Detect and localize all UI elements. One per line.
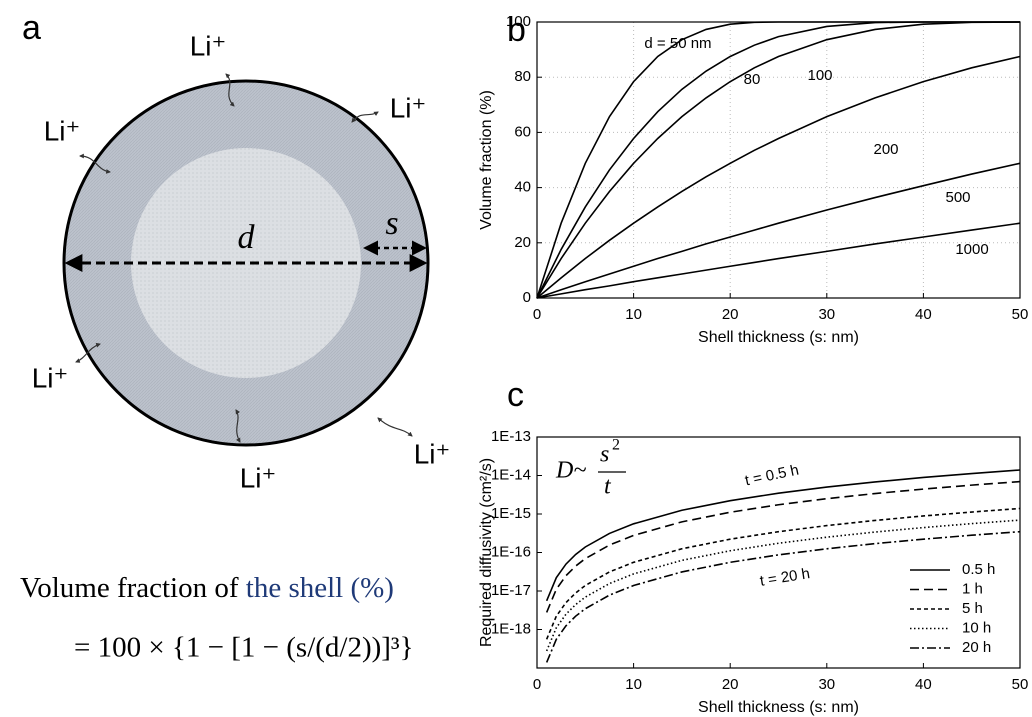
legend-label: 10 h [962, 619, 991, 636]
line-label: 100 [807, 67, 832, 84]
y-tick-label: 1E-18 [491, 620, 531, 637]
ion-label: Li⁺ [44, 115, 81, 146]
chart: c 1E-18 1E-17 1E-16 1E-15 1E-14 1E-13 0 10 20 30 40… [478, 376, 1028, 716]
line-label: d = 50 nm [644, 35, 711, 52]
legend-label: 20 h [962, 639, 991, 656]
panel-a: a d s Volume fraction of the shell (%) =… [20, 9, 430, 664]
data-line [545, 480, 1021, 613]
annotation: t = 20 h [759, 565, 812, 590]
diameter-label: d [238, 219, 256, 256]
legend: 0.5 h 1 h 5 h 10 h 20 h [910, 561, 995, 656]
x-tick-label: 50 [1012, 676, 1029, 693]
data-line [536, 21, 1020, 299]
data-line [536, 162, 1021, 299]
plot-frame [536, 436, 1021, 669]
caption: Volume fraction of the shell (%) [20, 572, 394, 604]
y-axis-label: Required diffusivity (cm²/s) [478, 458, 495, 647]
y-tick-label: 1E-13 [491, 428, 531, 445]
y-tick-label: 1E-15 [491, 505, 531, 522]
ion-arrow [377, 417, 413, 437]
ion-label: Li⁺ [414, 438, 451, 469]
legend-label: 0.5 h [962, 561, 995, 578]
x-tick-label: 30 [818, 676, 835, 693]
annotation: t = 0.5 h [743, 461, 800, 489]
formula: = 100 × {1 − [1 − (s/(d/2))]³} [74, 632, 414, 664]
data-line [536, 21, 1021, 299]
caption-text: Volume fraction of [20, 572, 239, 604]
panel-label: a [22, 9, 41, 47]
x-tick-label: 40 [915, 676, 932, 693]
ion-label: Li⁺ [240, 462, 277, 493]
formula-num: s [600, 442, 609, 468]
line-label: 1000 [955, 241, 988, 258]
data-line [545, 530, 1021, 663]
x-tick-label: 10 [625, 676, 642, 693]
panel-label: c [507, 376, 524, 414]
ion-arrow [75, 342, 101, 363]
ion-arrow [351, 111, 379, 123]
x-tick-label: 30 [818, 306, 835, 323]
formula-den: t [604, 474, 612, 500]
ion-arrow [235, 409, 241, 443]
x-tick-label: 0 [533, 676, 541, 693]
data-line [545, 507, 1021, 640]
data-line [545, 469, 1021, 602]
y-axis-label: Volume fraction (%) [478, 90, 495, 230]
line-label: 200 [873, 141, 898, 158]
y-tick-label: 20 [514, 234, 531, 251]
data-line [536, 222, 1021, 299]
line-label: 500 [945, 189, 970, 206]
y-tick-label: 80 [514, 68, 531, 85]
legend-label: 1 h [962, 580, 983, 597]
y-tick-label: 40 [514, 179, 531, 196]
caption-highlight: the shell (%) [246, 572, 394, 604]
shell-label: s [385, 205, 398, 242]
legend-label: 5 h [962, 600, 983, 617]
ion-label: Li⁺ [390, 92, 427, 123]
x-tick-label: 40 [915, 306, 932, 323]
panel-label: b [507, 11, 526, 49]
x-axis-label: Shell thickness (s: nm) [698, 329, 859, 346]
plot-frame [536, 21, 1021, 299]
ion-label: Li⁺ [190, 30, 227, 61]
data-line [536, 55, 1021, 299]
x-tick-label: 50 [1012, 306, 1029, 323]
formula-lhs: D~ [555, 458, 586, 484]
y-tick-label: 1E-14 [491, 466, 531, 483]
formula-exp: 2 [612, 437, 620, 454]
y-tick-label: 1E-16 [491, 543, 531, 560]
x-tick-label: 0 [533, 306, 541, 323]
ion-label: Li⁺ [32, 362, 69, 393]
line-label: 80 [744, 71, 761, 88]
y-tick-label: 100 [506, 13, 531, 30]
y-tick-label: 60 [514, 123, 531, 140]
x-tick-label: 10 [625, 306, 642, 323]
ion-arrows [75, 73, 413, 443]
ion-arrow [225, 73, 235, 107]
x-axis-label: Shell thickness (s: nm) [698, 699, 859, 716]
y-tick-label: 0 [523, 289, 531, 306]
ion-arrow [79, 153, 111, 174]
data-line [536, 21, 1020, 299]
y-tick-label: 1E-17 [491, 582, 531, 599]
x-tick-label: 20 [722, 676, 739, 693]
x-tick-label: 20 [722, 306, 739, 323]
